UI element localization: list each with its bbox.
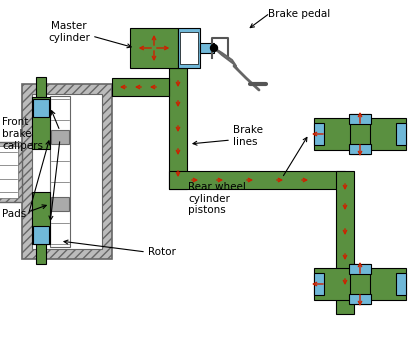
Bar xyxy=(349,114,371,124)
Text: Rotor: Rotor xyxy=(148,247,176,257)
Bar xyxy=(336,171,354,314)
Bar xyxy=(314,273,324,295)
Bar xyxy=(51,197,69,211)
Bar xyxy=(396,123,406,145)
Text: Rear wheel
cylinder
pistons: Rear wheel cylinder pistons xyxy=(188,182,246,215)
Circle shape xyxy=(211,44,218,52)
Bar xyxy=(32,192,50,244)
Bar xyxy=(349,144,371,154)
Bar xyxy=(51,130,69,144)
Bar xyxy=(36,77,46,97)
Bar xyxy=(180,32,198,64)
Bar xyxy=(130,28,178,68)
Bar xyxy=(350,264,370,304)
Bar xyxy=(50,96,70,247)
Bar xyxy=(200,43,214,53)
Bar xyxy=(178,28,200,68)
Text: Brake pedal: Brake pedal xyxy=(268,9,330,19)
Bar xyxy=(0,142,22,202)
Text: Front
brake
calipers: Front brake calipers xyxy=(2,117,43,151)
Bar xyxy=(350,114,370,154)
Bar xyxy=(33,226,49,244)
Bar xyxy=(32,94,102,249)
Bar xyxy=(349,294,371,304)
Bar xyxy=(169,171,345,189)
Bar xyxy=(349,264,371,274)
Bar xyxy=(33,99,49,117)
Text: Brake
lines: Brake lines xyxy=(233,125,263,147)
Bar xyxy=(22,84,112,259)
Bar xyxy=(0,146,18,198)
Text: Pads: Pads xyxy=(2,209,26,219)
Bar xyxy=(314,268,406,300)
Bar xyxy=(112,78,169,96)
Bar xyxy=(396,273,406,295)
Bar xyxy=(32,97,50,149)
Text: Master
cylinder: Master cylinder xyxy=(48,21,90,43)
Bar xyxy=(314,118,406,150)
Bar xyxy=(169,68,187,189)
Bar xyxy=(36,244,46,264)
Bar xyxy=(314,123,324,145)
